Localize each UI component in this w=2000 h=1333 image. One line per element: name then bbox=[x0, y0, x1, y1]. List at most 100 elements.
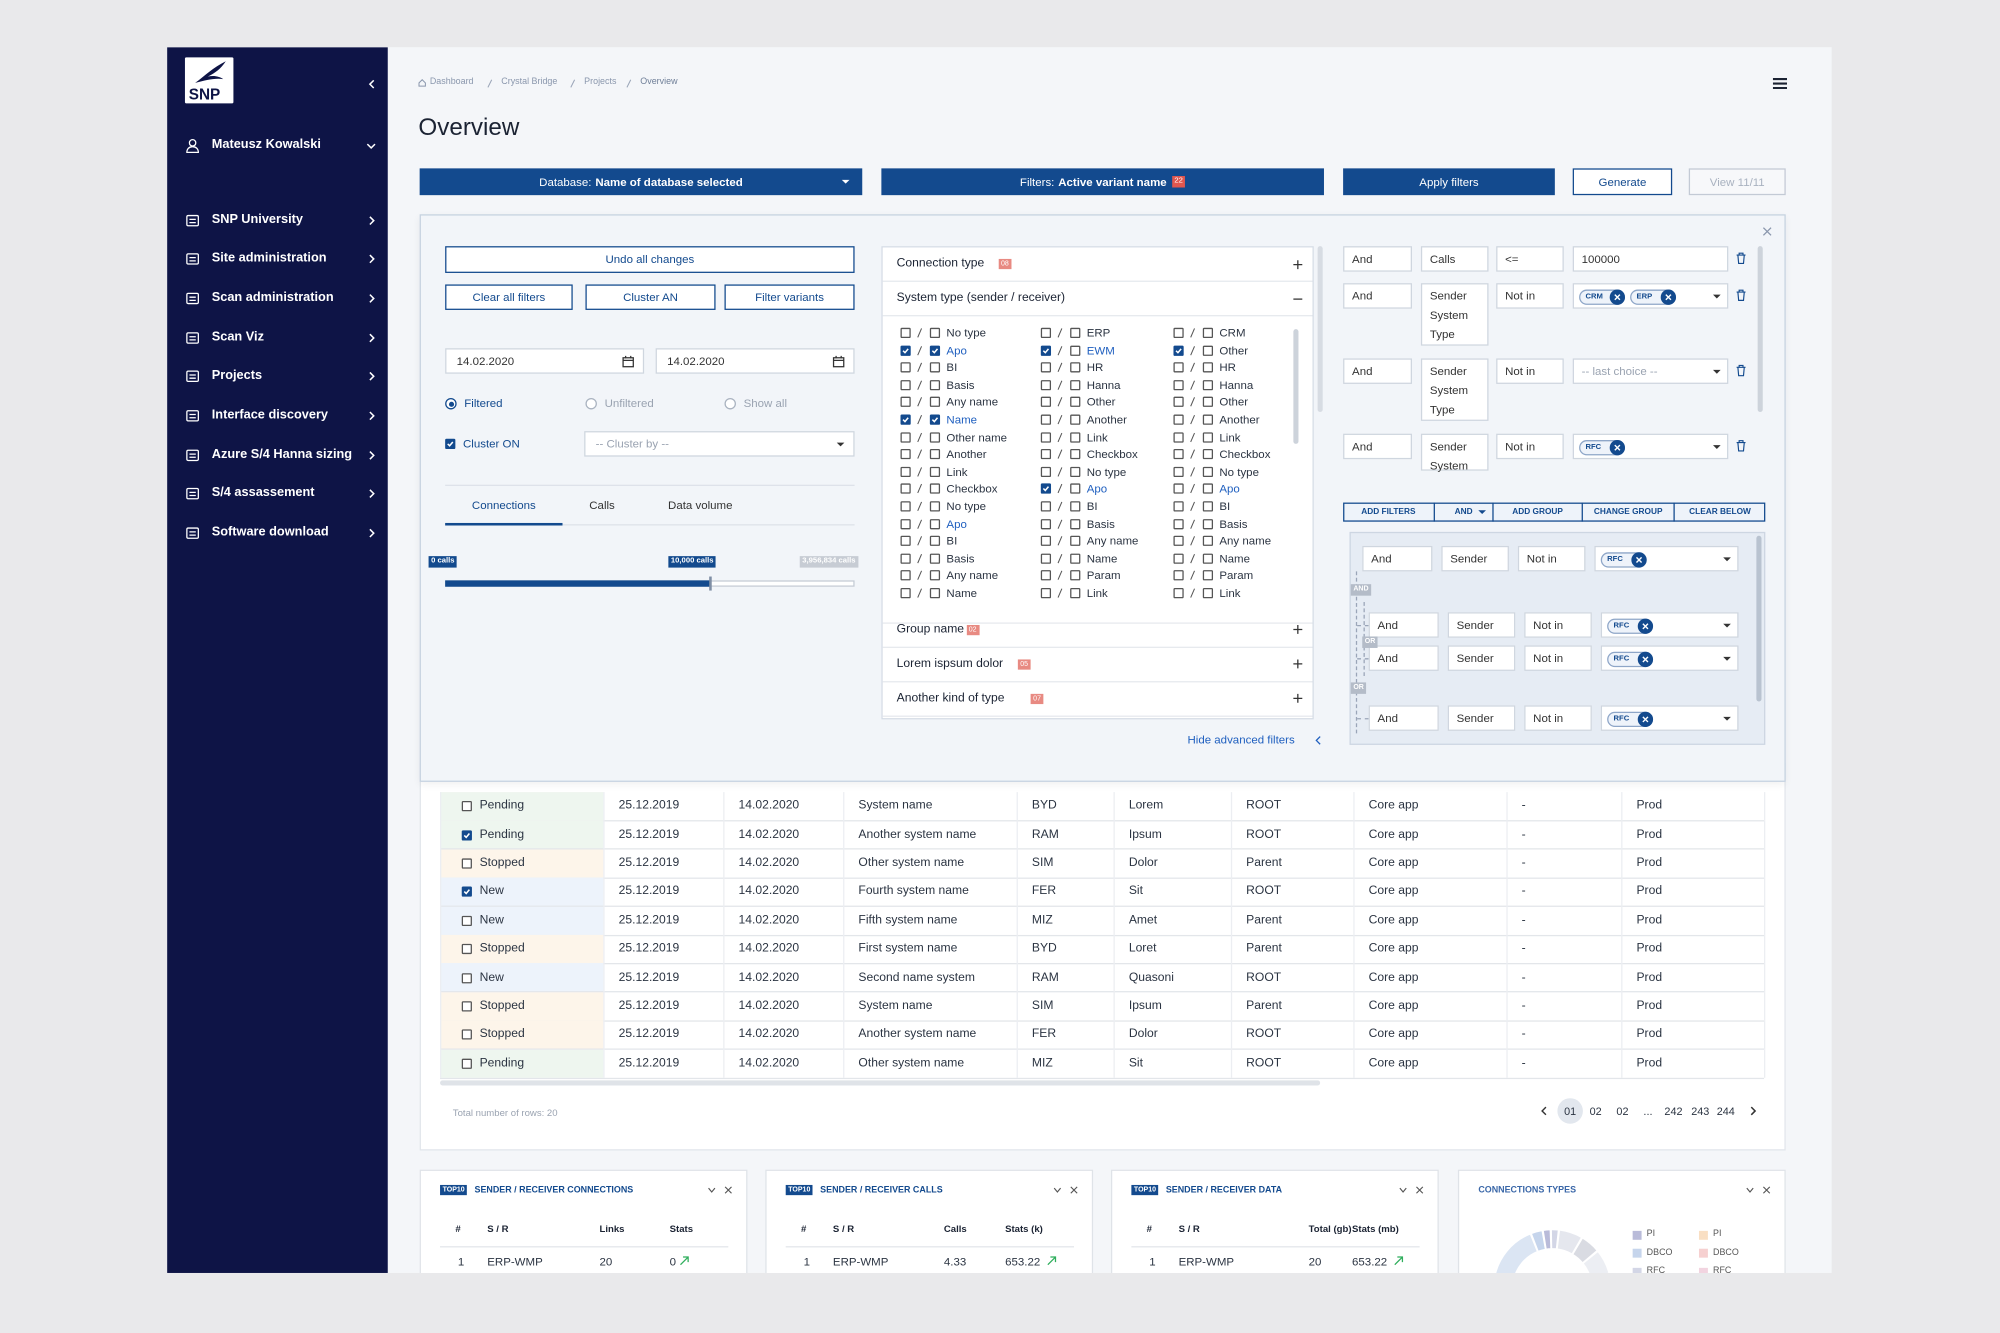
checkbox[interactable] bbox=[1040, 362, 1052, 373]
breadcrumb-item[interactable]: Projects bbox=[584, 77, 617, 87]
checkbox[interactable] bbox=[900, 483, 911, 495]
expand-section[interactable] bbox=[1293, 659, 1303, 669]
prev-page[interactable] bbox=[1540, 1106, 1548, 1116]
checkbox[interactable] bbox=[461, 801, 472, 812]
checkbox[interactable] bbox=[929, 518, 941, 529]
menu-item[interactable]: Azure S/4 Hanna sizing bbox=[211, 447, 353, 462]
widget-close[interactable] bbox=[1416, 1186, 1424, 1194]
checkbox[interactable] bbox=[1040, 553, 1052, 564]
widget-collapse[interactable] bbox=[1053, 1187, 1062, 1193]
checkbox[interactable] bbox=[929, 362, 941, 373]
checkbox[interactable] bbox=[900, 414, 911, 425]
radio[interactable] bbox=[724, 397, 736, 410]
checkbox[interactable] bbox=[1202, 466, 1214, 477]
checkbox[interactable] bbox=[1040, 588, 1052, 599]
expand-section[interactable] bbox=[1293, 259, 1303, 269]
checkbox[interactable] bbox=[1040, 397, 1052, 408]
rule-field[interactable]: Sender System Type bbox=[1420, 283, 1489, 346]
expand-section[interactable] bbox=[1293, 625, 1303, 635]
tag-remove[interactable] bbox=[1609, 439, 1625, 455]
user-name[interactable]: Mateusz Kowalski bbox=[211, 137, 321, 152]
checkbox[interactable] bbox=[929, 535, 941, 547]
tab[interactable]: Calls bbox=[589, 498, 615, 512]
delete-rule[interactable] bbox=[1736, 440, 1746, 452]
checkbox[interactable] bbox=[1202, 588, 1214, 599]
delete-rule[interactable] bbox=[1736, 289, 1746, 301]
menu-toggle[interactable] bbox=[1772, 78, 1787, 90]
checkbox[interactable] bbox=[1173, 327, 1184, 339]
apply-filters-button[interactable]: Apply filters bbox=[1343, 168, 1555, 196]
checkbox[interactable] bbox=[1173, 483, 1184, 495]
rule-operator[interactable]: Not in bbox=[1496, 358, 1564, 384]
filter-action-button[interactable]: Cluster AN bbox=[585, 284, 716, 310]
list-scrollbar[interactable] bbox=[1293, 329, 1299, 444]
value-select[interactable]: RFC bbox=[1572, 433, 1729, 460]
tab[interactable]: Connections bbox=[471, 498, 536, 512]
menu-item[interactable]: S/4 assassement bbox=[211, 485, 315, 500]
checkbox[interactable] bbox=[1173, 466, 1184, 477]
page-link[interactable]: 242 bbox=[1664, 1104, 1683, 1118]
checkbox[interactable] bbox=[929, 449, 941, 460]
checkbox[interactable] bbox=[461, 829, 472, 841]
checkbox[interactable] bbox=[1173, 345, 1184, 356]
group-field[interactable]: Sender bbox=[1441, 545, 1509, 572]
checkbox[interactable] bbox=[1070, 362, 1081, 373]
menu-item[interactable]: SNP University bbox=[211, 213, 303, 228]
hide-advanced-filters[interactable]: Hide advanced filters bbox=[1187, 733, 1295, 747]
tag-remove[interactable] bbox=[1637, 617, 1654, 634]
checkbox[interactable] bbox=[1173, 588, 1184, 599]
checkbox[interactable] bbox=[900, 535, 911, 547]
checkbox[interactable] bbox=[929, 397, 941, 408]
next-page[interactable] bbox=[1749, 1106, 1757, 1116]
section-title[interactable]: Group name bbox=[896, 621, 965, 636]
checkbox[interactable] bbox=[1040, 483, 1052, 495]
checkbox[interactable] bbox=[900, 327, 911, 339]
rule-field[interactable]: Sender System bbox=[1420, 433, 1489, 472]
checkbox[interactable] bbox=[1040, 570, 1052, 581]
checkbox[interactable] bbox=[1202, 449, 1214, 460]
value-select[interactable]: -- last choice -- bbox=[1572, 358, 1729, 384]
value-select[interactable]: CRM ERP bbox=[1572, 283, 1729, 309]
group-join[interactable]: And bbox=[1362, 545, 1433, 572]
checkbox[interactable] bbox=[929, 345, 941, 356]
menu-item[interactable]: Site administration bbox=[211, 251, 327, 266]
rule-join[interactable]: And bbox=[1343, 283, 1412, 309]
widget-close[interactable] bbox=[1762, 1186, 1771, 1194]
checkbox[interactable] bbox=[1173, 431, 1184, 443]
checkbox[interactable] bbox=[1202, 379, 1214, 391]
group-operator[interactable]: Not in bbox=[1524, 645, 1592, 671]
delete-rule[interactable] bbox=[1736, 364, 1746, 377]
rule-operator[interactable]: Not in bbox=[1496, 283, 1564, 309]
checkbox[interactable] bbox=[1202, 483, 1214, 495]
checkbox[interactable] bbox=[1173, 414, 1184, 425]
rule-join[interactable]: And bbox=[1343, 246, 1412, 272]
checkbox[interactable] bbox=[1070, 345, 1081, 356]
checkbox[interactable] bbox=[1173, 501, 1184, 512]
database-select[interactable]: Database: Name of database selected bbox=[419, 168, 863, 196]
checkbox[interactable] bbox=[1070, 379, 1081, 391]
checkbox[interactable] bbox=[1040, 535, 1052, 547]
checkbox[interactable] bbox=[1173, 379, 1184, 391]
widget-collapse[interactable] bbox=[708, 1187, 716, 1193]
checkbox[interactable] bbox=[900, 397, 911, 408]
checkbox[interactable] bbox=[900, 466, 911, 477]
list-outer-scrollbar[interactable] bbox=[1317, 246, 1323, 412]
radio[interactable] bbox=[585, 397, 597, 410]
table-scrollbar[interactable] bbox=[440, 1080, 1321, 1086]
breadcrumb-item[interactable]: Dashboard bbox=[429, 77, 474, 87]
section-title[interactable]: Connection type bbox=[896, 256, 985, 271]
checkbox[interactable] bbox=[1202, 362, 1214, 373]
checkbox[interactable] bbox=[1040, 466, 1052, 477]
page-link[interactable]: 244 bbox=[1716, 1104, 1735, 1118]
checkbox[interactable] bbox=[1202, 535, 1214, 547]
checkbox[interactable] bbox=[1202, 345, 1214, 356]
page-link[interactable]: 243 bbox=[1691, 1104, 1710, 1118]
checkbox[interactable] bbox=[1202, 501, 1214, 512]
checkbox[interactable] bbox=[1040, 414, 1052, 425]
checkbox[interactable] bbox=[1070, 553, 1081, 564]
expand-section[interactable] bbox=[1293, 693, 1303, 703]
rule-operator[interactable]: Not in bbox=[1496, 433, 1564, 460]
tag-remove[interactable] bbox=[1637, 711, 1654, 727]
checkbox[interactable] bbox=[461, 915, 472, 926]
group-field[interactable]: Sender bbox=[1447, 645, 1516, 671]
